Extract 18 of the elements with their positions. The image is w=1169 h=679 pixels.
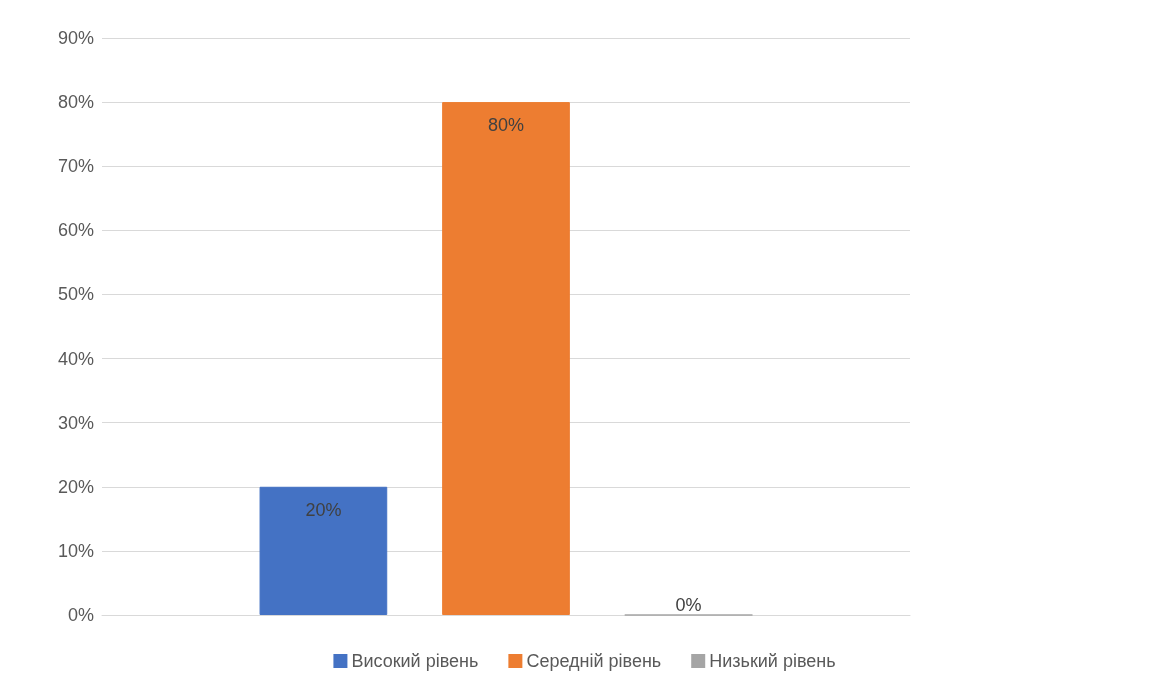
- y-tick-label: 70%: [57, 156, 94, 177]
- legend-label: Низький рівень: [709, 651, 836, 671]
- y-tick-label: 90%: [57, 28, 94, 48]
- y-tick-label: 80%: [57, 92, 94, 113]
- bar: [259, 486, 388, 615]
- legend-label: Високий рівень: [351, 651, 479, 671]
- data-label: 0%: [675, 594, 702, 615]
- data-label: 20%: [305, 499, 342, 520]
- y-tick-label: 20%: [57, 476, 94, 497]
- y-tick-label: 30%: [57, 412, 94, 433]
- legend-label: Середній рівень: [526, 651, 662, 671]
- data-label: 80%: [487, 115, 525, 136]
- y-tick-label: 40%: [57, 348, 94, 369]
- y-tick-label: 50%: [57, 284, 94, 305]
- y-tick-label: 0%: [67, 605, 94, 625]
- y-tick-label: 60%: [57, 220, 94, 241]
- y-tick-label: 10%: [57, 540, 94, 561]
- bar: [442, 102, 570, 615]
